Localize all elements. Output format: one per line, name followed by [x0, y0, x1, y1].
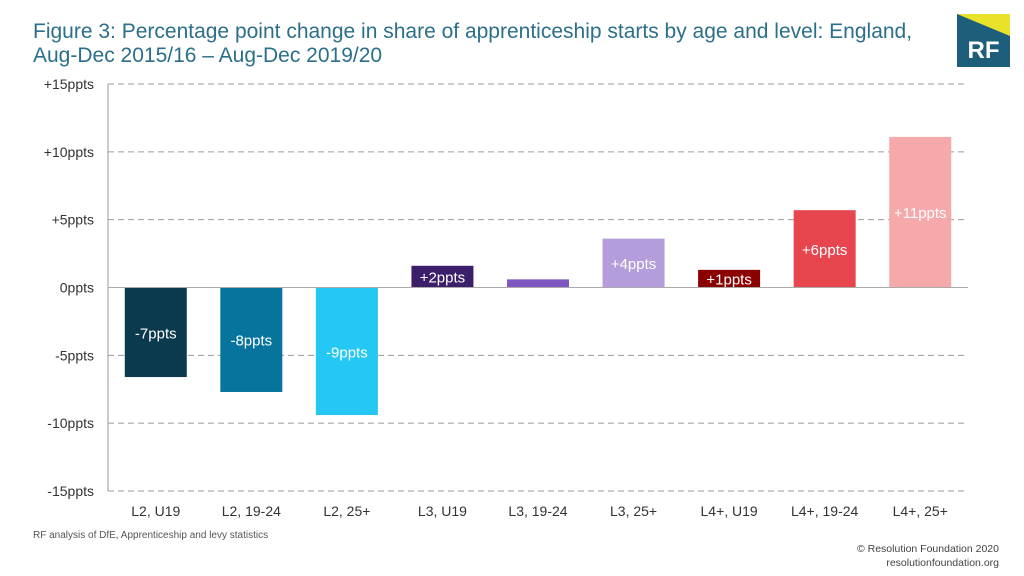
x-tick-label: L3, 19-24: [508, 503, 567, 519]
y-tick-label: -15ppts: [47, 483, 94, 499]
x-tick-label: L3, U19: [418, 503, 467, 519]
source-note: RF analysis of DfE, Apprenticeship and l…: [33, 530, 269, 541]
x-tick-label: L2, 19-24: [222, 503, 281, 519]
y-tick-label: -5ppts: [55, 347, 94, 363]
chart-title: Figure 3: Percentage point change in sha…: [33, 20, 933, 68]
bar: [411, 265, 474, 288]
bar-data-label: +4ppts: [611, 256, 656, 273]
bar: [220, 287, 283, 392]
bar-data-label: +6ppts: [802, 242, 847, 259]
copyright-text: © Resolution Foundation 2020: [856, 543, 999, 555]
website-text: resolutionfoundation.org: [886, 557, 999, 569]
x-tick-label: L4+, U19: [701, 503, 758, 519]
bar-data-label: +11ppts: [894, 205, 947, 222]
rf-logo: RF: [957, 14, 1010, 67]
bar-data-label: +2ppts: [420, 270, 465, 287]
bar-data-label: -8ppts: [230, 333, 272, 350]
footer: © Resolution Foundation 2020 resolutionf…: [857, 542, 999, 570]
x-tick-label: L2, 25+: [323, 503, 370, 519]
y-tick-label: +10ppts: [44, 144, 94, 160]
x-tick-label: L2, U19: [131, 503, 180, 519]
x-tick-label: L3, 25+: [610, 503, 657, 519]
chart-title-line-2: Aug-Dec 2015/16 – Aug-Dec 2019/20: [33, 44, 383, 67]
bar: [698, 269, 761, 288]
bar: [889, 136, 952, 288]
y-tick-label: -10ppts: [47, 415, 94, 431]
bar: [602, 238, 665, 288]
y-tick-label: +5ppts: [52, 212, 94, 228]
logo-text: RF: [968, 37, 1000, 64]
bar: [315, 287, 378, 416]
bar-data-label: -9ppts: [326, 344, 368, 361]
y-tick-label: 0ppts: [60, 280, 94, 296]
bar-data-label: +1ppts: [706, 272, 751, 289]
x-tick-label: L4+, 19-24: [791, 503, 859, 519]
x-tick-label: L4+, 25+: [893, 503, 948, 519]
bar-data-label: -7ppts: [135, 325, 177, 342]
logo-accent: [957, 14, 1010, 36]
bar: [507, 279, 569, 288]
chart-title-line-1: Figure 3: Percentage point change in sha…: [33, 20, 913, 43]
bar: [793, 210, 856, 288]
bar: [124, 287, 187, 378]
y-tick-label: +15ppts: [44, 76, 94, 92]
